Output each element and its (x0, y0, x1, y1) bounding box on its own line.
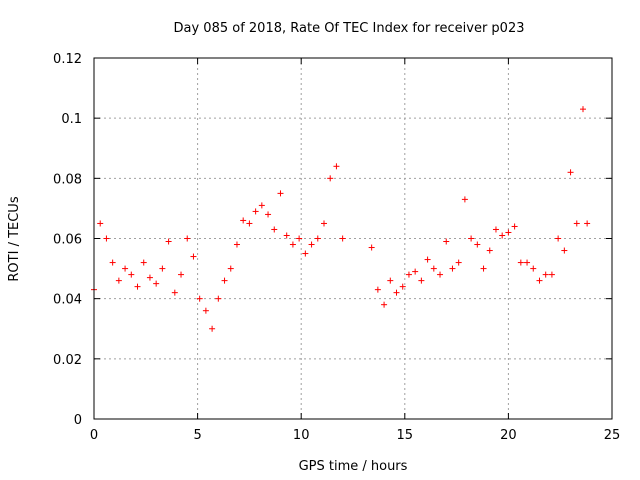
data-point (418, 277, 425, 284)
data-point (381, 301, 388, 308)
y-tick-label: 0.1 (61, 112, 82, 127)
data-point (468, 235, 475, 242)
data-point (115, 277, 122, 284)
data-point (327, 175, 334, 182)
data-point (524, 259, 531, 266)
data-point (374, 286, 381, 293)
data-point (573, 220, 580, 227)
data-point (190, 253, 197, 260)
data-point (122, 265, 129, 272)
data-point (387, 277, 394, 284)
data-point (265, 211, 272, 218)
x-tick-label: 5 (193, 428, 201, 443)
data-point (405, 271, 412, 278)
data-point (443, 238, 450, 245)
data-point (542, 271, 549, 278)
data-point (184, 235, 191, 242)
data-point (437, 271, 444, 278)
data-point (393, 289, 400, 296)
x-tick-labels: 0 5 10 15 20 25 (90, 428, 620, 443)
grid-lines (94, 58, 612, 419)
data-point (246, 220, 253, 227)
x-axis-label: GPS time / hours (299, 459, 408, 474)
data-point (271, 226, 278, 233)
data-point (399, 283, 406, 290)
data-point (165, 238, 172, 245)
data-point (584, 220, 591, 227)
data-point (449, 265, 456, 272)
data-point (333, 163, 340, 170)
data-point (140, 259, 147, 266)
data-point (314, 235, 321, 242)
data-point (258, 202, 265, 209)
data-point (134, 283, 141, 290)
data-point (339, 235, 346, 242)
data-point (536, 277, 543, 284)
data-point (412, 268, 419, 275)
data-point (511, 223, 518, 230)
data-point (289, 241, 296, 248)
data-point (430, 265, 437, 272)
y-tick-label: 0.08 (53, 172, 82, 187)
y-tick-label: 0.06 (53, 233, 82, 248)
x-tick-label: 15 (397, 428, 414, 443)
data-point (302, 250, 309, 257)
data-point (109, 259, 116, 266)
data-point (202, 307, 209, 314)
data-point (103, 235, 110, 242)
data-point (233, 241, 240, 248)
plot-frame (93, 57, 613, 420)
data-point (146, 274, 153, 281)
chart-title: Day 085 of 2018, Rate Of TEC Index for r… (174, 21, 525, 36)
data-point (517, 259, 524, 266)
data-point (283, 232, 290, 239)
data-point (178, 271, 185, 278)
data-points (91, 106, 591, 332)
x-tick-label: 10 (293, 428, 310, 443)
data-point (227, 265, 234, 272)
data-point (499, 232, 506, 239)
y-tick-labels: 0 0.02 0.04 0.06 0.08 0.1 0.12 (53, 52, 82, 428)
data-point (308, 241, 315, 248)
y-tick-label: 0.02 (53, 353, 82, 368)
data-point (567, 169, 574, 176)
y-tick-label: 0 (74, 413, 82, 428)
data-point (505, 229, 512, 236)
data-point (424, 256, 431, 263)
x-tick-label: 25 (604, 428, 621, 443)
y-axis-label: ROTI / TECUs (7, 196, 22, 281)
data-point (277, 190, 284, 197)
data-point (215, 295, 222, 302)
data-point (461, 196, 468, 203)
data-point (97, 220, 104, 227)
data-point (128, 271, 135, 278)
data-point (474, 241, 481, 248)
data-point (240, 217, 247, 224)
data-point (579, 106, 586, 113)
data-point (561, 247, 568, 254)
data-point (555, 235, 562, 242)
data-point (455, 259, 462, 266)
data-point (296, 235, 303, 242)
data-point (196, 295, 203, 302)
y-tick-label: 0.12 (53, 52, 82, 67)
data-point (368, 244, 375, 251)
data-point (159, 265, 166, 272)
data-point (492, 226, 499, 233)
data-point (252, 208, 259, 215)
data-point (480, 265, 487, 272)
data-point (486, 247, 493, 254)
data-point (209, 325, 216, 332)
x-tick-label: 0 (90, 428, 98, 443)
data-point (548, 271, 555, 278)
data-point (320, 220, 327, 227)
data-point (171, 289, 178, 296)
y-tick-label: 0.04 (53, 293, 82, 308)
data-point (221, 277, 228, 284)
data-point (530, 265, 537, 272)
data-point (153, 280, 160, 287)
x-tick-label: 20 (500, 428, 517, 443)
